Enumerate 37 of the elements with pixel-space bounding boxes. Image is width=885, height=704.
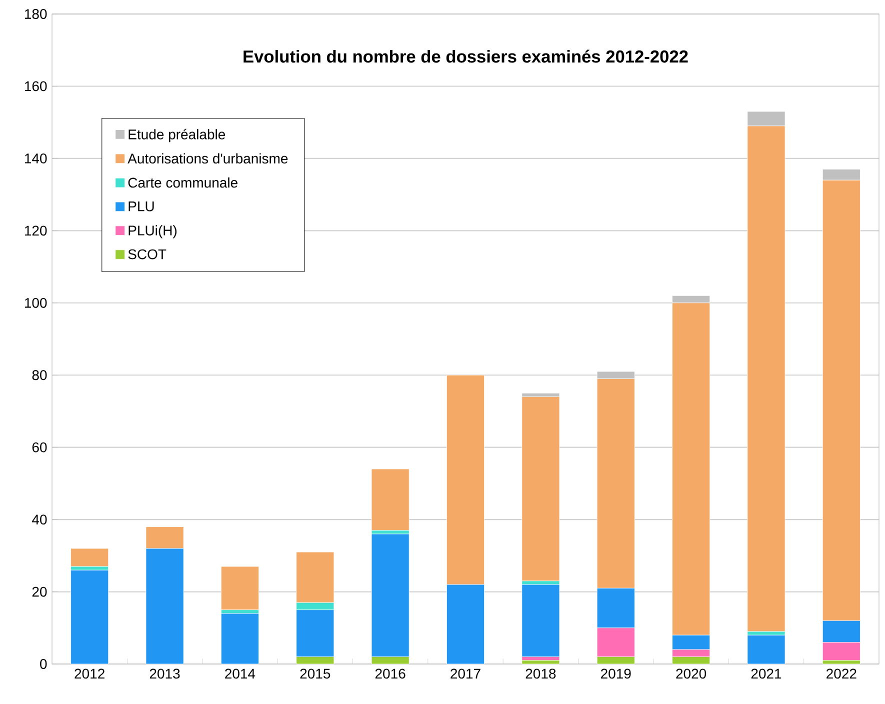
y-tick-label: 0 — [40, 659, 47, 669]
bar — [70, 570, 109, 664]
x-tick-label: 2020 — [676, 668, 706, 679]
x-tick-label: 2019 — [601, 668, 631, 679]
legend-label: PLU — [128, 202, 154, 212]
bar — [220, 566, 259, 610]
x-tick-label: 2022 — [826, 668, 856, 679]
legend-label: Etude préalable — [128, 128, 226, 142]
legend-label: Autorisations d'urbanisme — [128, 153, 288, 164]
y-tick-label: 180 — [25, 9, 47, 19]
legend-label: SCOT — [128, 249, 166, 260]
bar — [747, 634, 786, 664]
y-tick-label: 40 — [32, 514, 47, 525]
legend-label: Carte communale — [128, 177, 238, 188]
y-tick-label: 60 — [32, 442, 47, 452]
x-tick-label: 2016 — [375, 668, 406, 679]
y-tick-label: 80 — [32, 370, 47, 380]
bar — [522, 396, 560, 582]
x-tick-label: 2014 — [225, 668, 256, 679]
y-tick-label: 120 — [25, 226, 47, 236]
x-tick-label: 2015 — [300, 668, 330, 679]
y-tick-label: 160 — [25, 81, 47, 92]
y-tick-label: 140 — [25, 153, 47, 164]
legend-label: PLUi(H) — [128, 225, 177, 238]
bar — [522, 660, 560, 664]
x-tick-label: 2017 — [450, 668, 480, 679]
x-tick-label: 2018 — [526, 668, 556, 679]
y-tick-label: 100 — [25, 298, 47, 308]
x-tick-label: 2021 — [751, 668, 782, 679]
x-tick-label: 2013 — [150, 668, 180, 679]
bar — [70, 548, 109, 567]
bar — [371, 468, 410, 531]
x-tick-label: 2012 — [74, 668, 104, 679]
text: Evolution du nombre de dossiers examinés 2012-2022 — [244, 50, 688, 63]
y-tick-label: 20 — [32, 586, 47, 597]
bar — [220, 613, 259, 664]
bar — [522, 584, 560, 657]
